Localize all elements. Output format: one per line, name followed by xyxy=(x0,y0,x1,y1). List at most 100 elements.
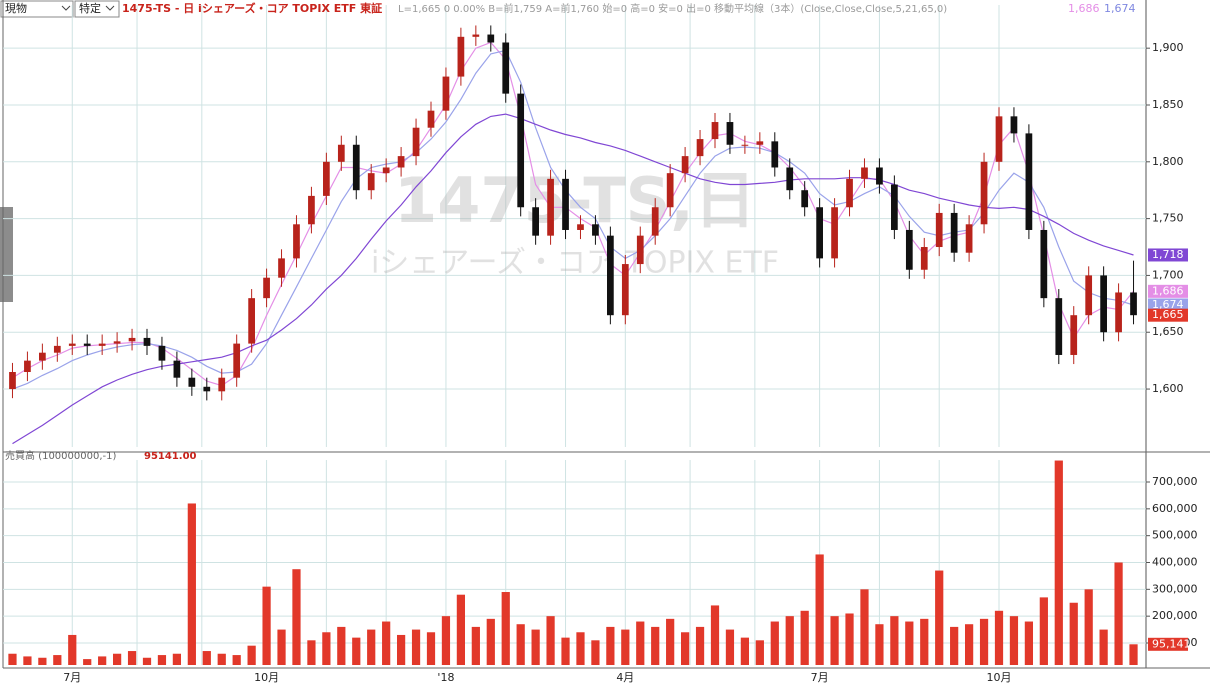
volume-bar xyxy=(591,640,600,665)
volume-bar xyxy=(830,616,839,665)
volume-bar xyxy=(1024,621,1034,665)
volume-bar xyxy=(531,629,540,665)
candle-body xyxy=(263,277,270,299)
y-tick-label: 400,000 xyxy=(1152,556,1198,569)
account-label: 現物 xyxy=(5,1,27,15)
candle-body xyxy=(771,141,779,168)
y-tick-label: 1,700 xyxy=(1152,268,1184,281)
volume-bar xyxy=(23,656,32,665)
candle-body xyxy=(935,212,943,248)
candle-body xyxy=(891,184,898,230)
candle-body xyxy=(457,36,465,77)
candle-body xyxy=(801,190,809,208)
candle-body xyxy=(980,161,988,225)
volume-bar xyxy=(1039,597,1048,665)
volume-bar xyxy=(561,637,570,665)
ma-value: 1,674 xyxy=(1104,2,1136,15)
candle-body xyxy=(367,173,375,191)
x-tick-label: 7月 xyxy=(63,671,81,684)
candle-body xyxy=(920,247,928,270)
volume-bar xyxy=(382,621,391,665)
chart-title: 1475-TS - 日 iシェアーズ・コア TOPIX ETF 東証 xyxy=(122,1,382,15)
candle-body xyxy=(293,224,300,259)
candle-body xyxy=(278,258,285,278)
candle-body xyxy=(666,173,674,208)
candle-body xyxy=(143,337,151,346)
candle-body xyxy=(39,352,46,361)
candle-body xyxy=(950,212,958,253)
volume-bar xyxy=(546,616,555,665)
price-badge xyxy=(1148,637,1188,651)
volume-bar xyxy=(800,610,809,665)
y-tick-label: 1,800 xyxy=(1152,155,1184,168)
volume-bar xyxy=(1069,602,1078,665)
candle-body xyxy=(352,144,360,191)
candle-body xyxy=(233,343,241,378)
volume-bar xyxy=(322,632,331,665)
volume-bar xyxy=(935,570,944,665)
candle-body xyxy=(502,42,510,94)
price-badge xyxy=(1148,248,1188,262)
volume-bar xyxy=(292,569,301,665)
volume-bar xyxy=(83,659,92,665)
candle-body xyxy=(1055,298,1063,355)
candle-body xyxy=(756,141,764,145)
price-badge xyxy=(1148,284,1188,298)
moving-average-line xyxy=(12,49,1134,390)
candle-body xyxy=(786,167,794,191)
volume-bar xyxy=(680,632,690,665)
volume-bar xyxy=(845,613,854,665)
candle-body xyxy=(681,156,689,174)
price-badge-label: 1,665 xyxy=(1152,308,1184,321)
candle-body xyxy=(323,161,330,196)
candle-body xyxy=(1130,292,1137,316)
candle-body xyxy=(517,93,525,208)
volume-bar xyxy=(187,503,196,665)
volume-bar xyxy=(860,589,869,665)
moving-average-line xyxy=(12,113,1134,445)
candle-body xyxy=(995,116,1003,162)
volume-value: 95141.00 xyxy=(144,451,197,462)
toolbar: 現物 特定 xyxy=(0,0,120,18)
volume-bar xyxy=(1099,629,1108,665)
tax-select[interactable] xyxy=(74,0,120,18)
candle-body xyxy=(861,167,868,179)
volume-bar xyxy=(142,657,152,665)
volume-bar xyxy=(202,651,211,665)
candle-body xyxy=(816,207,823,259)
volume-bar xyxy=(367,629,376,665)
volume-bar xyxy=(1009,616,1019,665)
candle-body xyxy=(487,34,495,43)
volume-bar xyxy=(1114,562,1123,665)
candle-body xyxy=(24,360,31,373)
volume-bar xyxy=(68,634,77,665)
side-tab[interactable] xyxy=(0,207,13,302)
candle-body xyxy=(592,224,599,236)
candle-body xyxy=(577,224,584,230)
volume-bar xyxy=(875,624,884,665)
volume-bar xyxy=(352,637,361,665)
x-tick-label: 7月 xyxy=(811,671,829,684)
candle-body xyxy=(1025,133,1033,230)
volume-bar xyxy=(232,655,241,665)
volume-bar xyxy=(1129,644,1138,665)
candle-body xyxy=(726,122,734,145)
y-tick-label: 1,900 xyxy=(1152,41,1184,54)
volume-bar xyxy=(1054,460,1063,665)
volume-bar xyxy=(172,653,182,665)
y-tick-label: 200,000 xyxy=(1152,609,1198,622)
account-select[interactable] xyxy=(0,0,74,18)
volume-bar xyxy=(516,624,525,665)
moving-average-line xyxy=(12,41,1134,387)
volume-bar xyxy=(277,629,286,665)
volume-bar xyxy=(651,626,660,665)
volume-bar xyxy=(636,621,645,665)
candle-body xyxy=(158,345,166,361)
candle-body xyxy=(965,224,973,253)
x-tick-label: 4月 xyxy=(616,671,634,684)
volume-bar xyxy=(337,626,346,665)
volume-bar xyxy=(262,586,271,665)
candle-body xyxy=(128,337,136,342)
x-tick-label: 10月 xyxy=(254,671,279,684)
